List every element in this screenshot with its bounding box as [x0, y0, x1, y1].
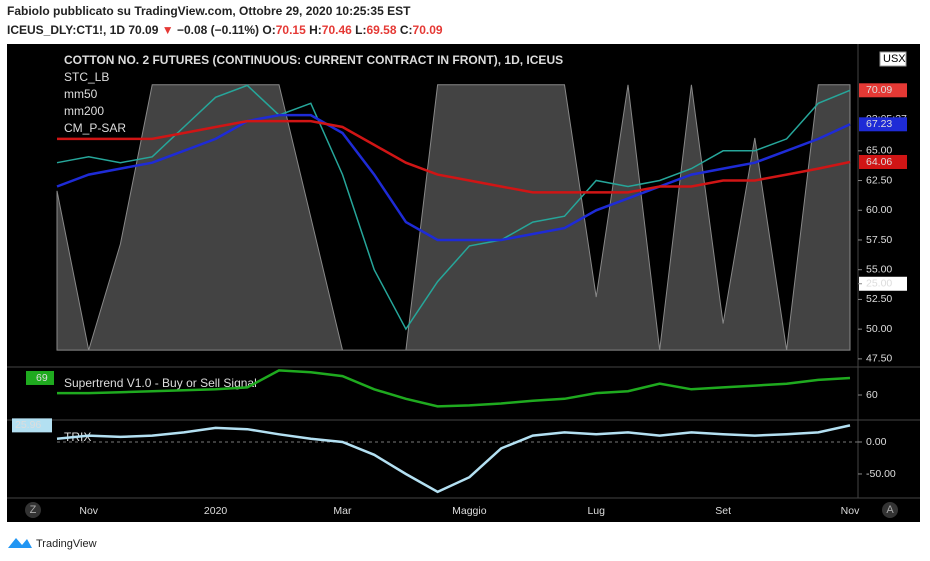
price-tag — [26, 370, 54, 385]
h: 70.46 — [322, 23, 352, 37]
logo — [8, 538, 32, 548]
price-tag — [859, 154, 907, 169]
l: 69.58 — [366, 23, 396, 37]
price-tag-label: 25.96 — [15, 419, 41, 431]
brand: TradingView — [36, 538, 97, 550]
price-tag-label: 69 — [36, 372, 48, 384]
scale-button[interactable] — [25, 502, 41, 518]
last: 70.09 — [128, 23, 158, 37]
currency: USX — [883, 53, 906, 65]
l-label: L: — [355, 23, 366, 37]
price-tag-label: 67.23 — [866, 118, 892, 130]
o-label: O: — [262, 23, 275, 37]
price-tag — [859, 83, 907, 98]
y-tick-label: 62.50 — [866, 174, 892, 186]
currency-box — [879, 51, 907, 67]
header-line: Fabiolo pubblicato su TradingView.com, O… — [7, 4, 411, 18]
price-tag — [12, 418, 52, 433]
series-line — [56, 424, 851, 494]
y-tick-label: 65.00 — [866, 145, 892, 157]
y-tick-label: 60.00 — [866, 204, 892, 216]
y-tick-label: 50.00 — [866, 323, 892, 335]
y-tick-label: 55.00 — [866, 263, 892, 275]
legend-entry: CM_P-SAR — [64, 121, 126, 135]
stc-area — [56, 84, 851, 351]
y-tick-label: -50.00 — [866, 468, 896, 480]
chart-title: COTTON NO. 2 FUTURES (CONTINUOUS: CURREN… — [64, 53, 563, 67]
o: 70.15 — [276, 23, 306, 37]
y-tick-label: 0.00 — [866, 436, 887, 448]
legend-entry: mm200 — [64, 104, 104, 118]
c: 70.09 — [413, 23, 443, 37]
header-ticker: ICEUS_DLY:CT1!, 1D 70.09 ▼ −0.08 (−0.11%… — [7, 23, 443, 37]
y-tick-label: 47.50 — [866, 353, 892, 365]
x-tick-label: 2020 — [204, 505, 228, 517]
change: −0.08 (−0.11%) — [177, 23, 259, 37]
series-line — [56, 84, 851, 331]
button-label: A — [886, 504, 894, 516]
legend-entry: Supertrend V1.0 - Buy or Sell Signal — [64, 376, 257, 390]
x-tick-label: Mar — [333, 505, 352, 517]
legend-entry: STC_LB — [64, 70, 109, 84]
button-label: Z — [30, 504, 37, 516]
series-line — [56, 113, 851, 242]
price-tag-label: 70.09 — [866, 84, 892, 96]
x-tick-label: Set — [715, 505, 731, 517]
series-line — [57, 119, 851, 194]
h-label: H: — [309, 23, 322, 37]
auto-button[interactable] — [882, 502, 898, 518]
legend-entry: mm50 — [64, 87, 98, 101]
c-label: C: — [400, 23, 413, 37]
y-tick-label: 25.00 — [866, 278, 892, 290]
series-line — [57, 369, 851, 408]
x-tick-label: Maggio — [452, 505, 487, 517]
arrow: ▼ — [162, 23, 174, 37]
symbol: ICEUS_DLY:CT1!, 1D — [7, 23, 125, 37]
y-tick-label: 60 — [866, 389, 878, 401]
price-tag-label: 64.06 — [866, 156, 892, 168]
y-tick-label: 52.50 — [866, 293, 892, 305]
price-tag — [859, 276, 907, 291]
x-tick-label: Nov — [841, 505, 860, 517]
y-tick-label: 57.50 — [866, 234, 892, 246]
x-tick-label: Nov — [79, 505, 98, 517]
x-tick-label: Lug — [587, 505, 605, 517]
price-tag — [859, 117, 907, 132]
